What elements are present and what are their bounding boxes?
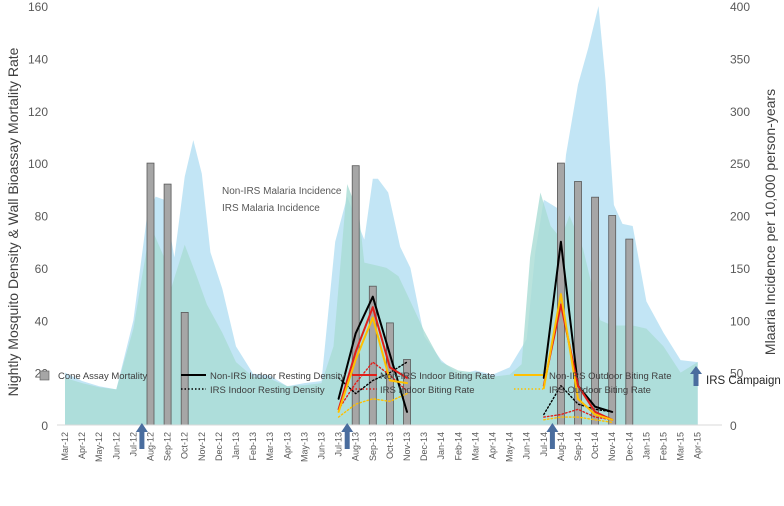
x-tick-Sep-12: Sep-12 <box>163 432 173 461</box>
x-tick-Jun-12: Jun-12 <box>111 432 121 460</box>
x-tick-Mar-13: Mar-13 <box>265 432 275 461</box>
legend: Cone Assay Mortality Non-IRS Indoor Rest… <box>39 366 781 396</box>
line-irs-indoor-biting-rate-seg-1 <box>543 408 613 421</box>
legend-label-non-irs-indoor-biting: Non-IRS Indoor Biting Rate <box>380 371 495 382</box>
x-tick-Feb-14: Feb-14 <box>453 432 463 461</box>
y-right-tick-400: 400 <box>730 0 750 14</box>
line-layer <box>337 240 614 424</box>
x-tick-Jun-14: Jun-14 <box>522 432 532 460</box>
x-tick-May-12: May-12 <box>94 432 104 462</box>
y-right-tick-250: 250 <box>730 157 750 171</box>
area-label-non-irs: Non-IRS Malaria Incidence <box>222 186 342 197</box>
legend-label-irs-resting: IRS Indoor Resting Density <box>210 385 325 396</box>
x-tick-Aug-14: Aug-14 <box>556 432 566 461</box>
line-non-irs-outdoor-biting-rate-seg-0 <box>337 316 408 413</box>
legend-irs-campaign-icon <box>690 366 702 386</box>
area-label-irs: IRS Malaria Incidence <box>222 203 320 214</box>
axes-layer: 0204060801001201401600501001502002503003… <box>28 0 750 462</box>
bar-cone-assay-Oct-12 <box>180 311 189 426</box>
x-tick-May-13: May-13 <box>299 432 309 462</box>
legend-label-irs-outdoor-biting: IRS Outdoor Biting Rate <box>549 385 651 396</box>
y-left-tick-140: 140 <box>28 52 48 66</box>
y-right-tick-50: 50 <box>730 367 744 381</box>
x-tick-Apr-15: Apr-15 <box>693 432 703 459</box>
x-tick-May-14: May-14 <box>505 432 515 462</box>
x-tick-Mar-12: Mar-12 <box>60 432 70 461</box>
legend-label-irs-indoor-biting: IRS Indoor Biting Rate <box>380 385 475 396</box>
y-right-tick-350: 350 <box>730 52 750 66</box>
x-tick-Aug-13: Aug-13 <box>351 432 361 461</box>
y-right-tick-150: 150 <box>730 262 750 276</box>
x-tick-Apr-14: Apr-14 <box>488 432 498 459</box>
x-tick-Apr-12: Apr-12 <box>77 432 87 459</box>
x-tick-Aug-12: Aug-12 <box>146 432 156 461</box>
x-tick-Nov-13: Nov-13 <box>402 432 412 461</box>
line-non-irs-indoor-biting-rate-seg-1 <box>542 303 614 421</box>
y-left-tick-100: 100 <box>28 157 48 171</box>
legend-label-non-irs-resting: Non-IRS Indoor Resting Density <box>210 371 345 382</box>
bar-cone-assay-Aug-12 <box>146 162 155 426</box>
line-irs-indoor-resting-density-seg-0 <box>337 361 408 395</box>
x-tick-Jan-13: Jan-13 <box>231 432 241 460</box>
irs-arrow-layer <box>135 423 559 449</box>
x-tick-Dec-13: Dec-13 <box>419 432 429 461</box>
y-left-tick-0: 0 <box>41 419 48 433</box>
legend-label-cone-assay: Cone Assay Mortality <box>58 371 147 382</box>
x-tick-Mar-15: Mar-15 <box>676 432 686 461</box>
x-tick-Oct-13: Oct-13 <box>385 432 395 459</box>
legend-label-non-irs-outdoor-biting: Non-IRS Outdoor Biting Rate <box>549 371 672 382</box>
x-tick-Jan-14: Jan-14 <box>436 432 446 460</box>
x-tick-Apr-13: Apr-13 <box>282 432 292 459</box>
x-tick-Dec-12: Dec-12 <box>214 432 224 461</box>
line-non-irs-indoor-biting-rate-seg-0 <box>337 306 408 411</box>
x-tick-Nov-12: Nov-12 <box>197 432 207 461</box>
x-tick-Feb-15: Feb-15 <box>659 432 669 461</box>
y-left-tick-120: 120 <box>28 105 48 119</box>
y-left-tick-40: 40 <box>35 314 49 328</box>
x-tick-Jan-15: Jan-15 <box>641 432 651 460</box>
x-tick-Nov-14: Nov-14 <box>607 432 617 461</box>
bar-cone-assay-Sep-12 <box>163 183 172 426</box>
y-right-tick-200: 200 <box>730 210 750 224</box>
y-left-axis-title: Nightly Mosquito Density & Wall Bioassay… <box>5 47 21 396</box>
line-non-irs-outdoor-biting-rate-seg-1 <box>542 293 614 421</box>
x-tick-Jul-14: Jul-14 <box>539 432 549 457</box>
x-tick-Mar-14: Mar-14 <box>470 432 480 461</box>
bar-cone-assay-Dec-14 <box>625 238 634 426</box>
x-tick-Sep-14: Sep-14 <box>573 432 583 461</box>
x-tick-Jul-13: Jul-13 <box>334 432 344 457</box>
irs-campaign-arrow-3 <box>546 423 559 449</box>
x-tick-Sep-13: Sep-13 <box>368 432 378 461</box>
legend-label-irs-campaign: IRS Campaign <box>706 375 781 387</box>
x-tick-Oct-12: Oct-12 <box>180 432 190 459</box>
y-right-tick-0: 0 <box>730 419 737 433</box>
line-non-irs-indoor-resting-density-seg-0 <box>337 295 408 413</box>
y-left-tick-160: 160 <box>28 0 48 14</box>
legend-swatch-cone-assay <box>39 370 50 381</box>
x-tick-Jul-12: Jul-12 <box>128 432 138 457</box>
irs-campaign-arrow-2 <box>341 423 354 449</box>
y-right-tick-100: 100 <box>730 314 750 328</box>
line-irs-indoor-resting-density-seg-1 <box>543 385 613 416</box>
x-tick-Feb-13: Feb-13 <box>248 432 258 461</box>
x-tick-Oct-14: Oct-14 <box>590 432 600 459</box>
y-right-axis-title: Mlaaria Incidence per 10,000 person-year… <box>762 89 778 355</box>
y-left-tick-80: 80 <box>35 210 49 224</box>
x-tick-Dec-14: Dec-14 <box>624 432 634 461</box>
area-irs-malaria-incidence <box>65 184 698 425</box>
line-irs-outdoor-biting-rate-seg-1 <box>543 416 613 424</box>
area-layer <box>65 6 698 425</box>
y-left-tick-60: 60 <box>35 262 49 276</box>
y-right-tick-300: 300 <box>730 105 750 119</box>
irs-campaign-arrow-1 <box>135 423 148 449</box>
x-tick-Jun-13: Jun-13 <box>317 432 327 460</box>
line-irs-outdoor-biting-rate-seg-0 <box>337 392 408 418</box>
